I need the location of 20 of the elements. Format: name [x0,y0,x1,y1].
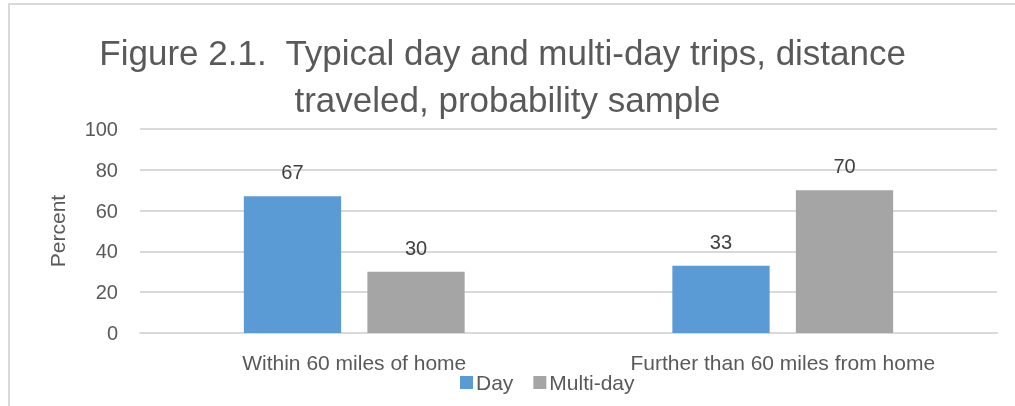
y-tick-label: 20 [95,281,118,304]
x-tick-label: Further than 60 miles from home [630,351,936,374]
bar [243,196,342,333]
y-tick-label: 40 [95,240,118,263]
data-label: 30 [404,236,428,259]
data-label: 33 [709,230,733,253]
legend-label: Day [476,371,514,394]
y-tick-label: 80 [95,158,118,181]
y-tick-label: 60 [95,199,118,222]
y-axis-title: Percent [46,194,69,268]
legend-label: Multi-day [549,371,636,394]
x-tick-label: Within 60 miles of home [242,351,467,374]
bar [672,265,770,333]
bar [795,190,894,333]
y-tick-label: 100 [84,118,118,140]
y-tick-label: 0 [106,322,118,344]
bar [367,271,465,333]
chart-title: Figure 2.1. Typical day and multi-day trips, distance traveled, probability sample [99,33,916,119]
data-label: 70 [833,155,856,178]
data-label: 67 [281,161,304,184]
